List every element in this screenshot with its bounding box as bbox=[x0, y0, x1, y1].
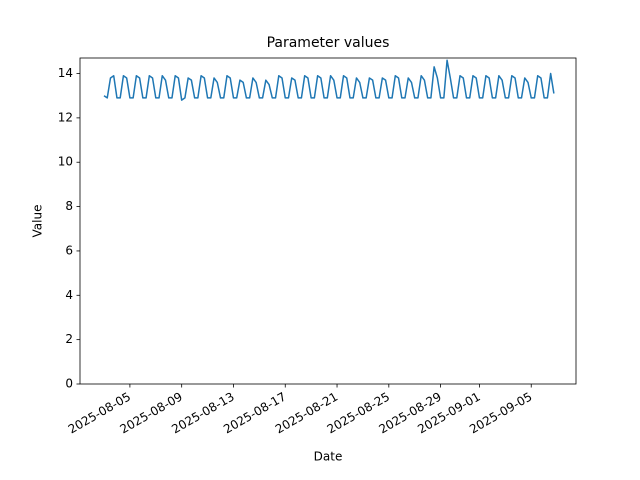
x-axis-label: Date bbox=[314, 450, 343, 464]
y-tick-label: 14 bbox=[58, 66, 73, 80]
y-axis-label: Value bbox=[31, 205, 45, 238]
y-tick-label: 4 bbox=[65, 288, 73, 302]
y-tick-label: 6 bbox=[65, 243, 73, 257]
y-tick-label: 10 bbox=[58, 155, 73, 169]
data-line bbox=[103, 59, 555, 101]
plot-frame bbox=[79, 57, 577, 385]
y-tick-label: 0 bbox=[65, 377, 73, 391]
y-tick-label: 8 bbox=[65, 199, 73, 213]
chart-title: Parameter values bbox=[267, 35, 390, 51]
y-tick-label: 12 bbox=[58, 110, 73, 124]
y-tick-label: 2 bbox=[65, 332, 73, 346]
